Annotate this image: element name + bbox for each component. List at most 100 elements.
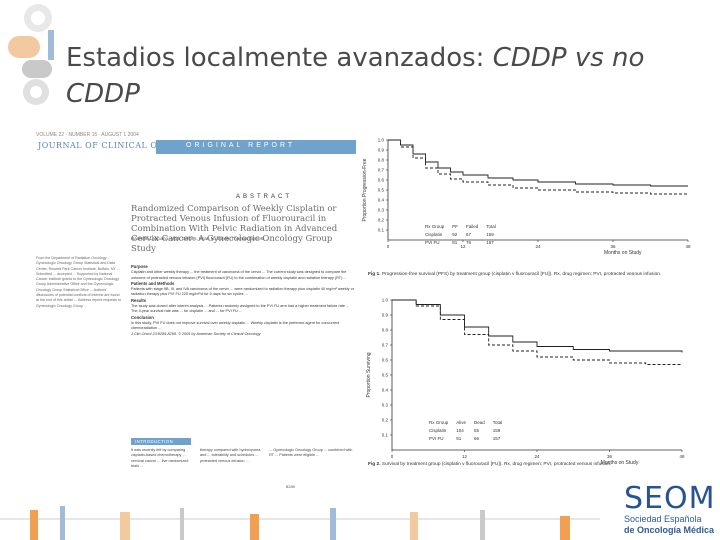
legend-row: PVI FU 81 76 157: [422, 240, 499, 246]
series-line-pvi-fu: [392, 299, 682, 365]
y-tick-label: 0.1: [382, 433, 389, 438]
legend-cell: 157: [492, 436, 501, 441]
series-line-cisplatin: [388, 139, 688, 187]
paper-scan: VOLUME 22 · NUMBER 15 · AUGUST 1 2004 JO…: [36, 132, 356, 540]
x-tick-label: 24: [535, 244, 541, 249]
y-tick-label: 0.3: [382, 403, 389, 408]
fig2-caption: Fig 2. Survival by treatment group (cisp…: [368, 462, 710, 469]
article-title: Randomized Comparison of Weekly Cisplati…: [131, 204, 338, 254]
legend-cell: 104: [456, 428, 464, 433]
legend-cell: PVI FU: [425, 240, 440, 245]
figure-area: 0.1 0.2 0.3 0.4 0.5 0.6 0.7 0.8 0.9 1.0 0 12 24 36 48 M…: [358, 132, 720, 540]
legend-cell: Cisplatin: [425, 232, 443, 237]
intro-band: [131, 438, 191, 445]
x-tick-label: 12: [462, 454, 468, 459]
legend-header: Rx Group: [425, 224, 445, 229]
legend-cell: Cisplatin: [429, 428, 447, 433]
legend-header: Total: [492, 420, 503, 425]
citation: J Clin Oncol 23:8289-8295. © 2005 by Ame…: [131, 331, 261, 336]
y-axis-label: Proportion Progression-Free: [362, 158, 368, 221]
y-tick-label: 0.6: [382, 358, 389, 363]
fig1-caption-label: Fig 1.: [368, 272, 381, 277]
fig2-caption-label: Fig 2.: [368, 462, 381, 467]
legend-header: Rx Group: [429, 420, 449, 425]
legend-cell: 76: [466, 240, 472, 245]
y-tick-label: 0.4: [378, 198, 385, 203]
legend-cell: PVI FU: [429, 436, 444, 441]
y-axis-label: Proportion Surviving: [366, 352, 372, 397]
title-line2: CDDP: [66, 79, 140, 109]
y-tick-label: 0.2: [382, 418, 389, 423]
body-column-1: It was recently felt by comparing cispla…: [131, 448, 189, 469]
legend-row: Cisplatin 104 55 159: [426, 428, 505, 434]
x-tick-label: 48: [679, 454, 685, 459]
fig2-legend: Rx Group Alive Dead Total Cisplatin 104 55 159 P…: [424, 418, 507, 444]
legend-cell: 91: [456, 436, 462, 441]
fig1-legend: Rx Group PF Failed Total Cisplatin 92 67 159 PVI…: [420, 222, 501, 248]
x-axis-label: Months on Study: [601, 460, 639, 466]
side-notes: From the Department of Radiation Oncolog…: [36, 256, 122, 308]
paper-header-line: VOLUME 22 · NUMBER 15 · AUGUST 1 2004: [36, 132, 139, 138]
title-text: Estadios localmente avanzados:: [66, 43, 493, 73]
journal-name: JOURNAL OF CLINICAL ONCOLOGY: [38, 141, 204, 150]
seom-logo-line1: Sociedad Española: [624, 514, 702, 524]
intro-label: INTRODUCTION: [135, 439, 174, 444]
legend-cell: 81: [452, 240, 458, 245]
fig2-caption-text: Survival by treatment group (cisplatin v…: [381, 462, 612, 467]
y-tick-label: 1.0: [378, 138, 385, 143]
y-tick-label: 0.6: [378, 178, 385, 183]
y-tick-label: 0.1: [378, 228, 385, 233]
y-tick-label: 0.2: [378, 218, 385, 223]
body-column-2: therapy compared with hydroxyurea and ..…: [200, 448, 261, 463]
legend-cell: 67: [466, 232, 472, 237]
results-text: The study was closed after interim analy…: [131, 304, 350, 314]
legend-header: Dead: [474, 420, 485, 425]
legend-cell: 157: [486, 240, 494, 245]
conclusion-text: In this study, PVI FU does not improve s…: [131, 320, 340, 331]
article-authors: Rachelle Lanciano, Mark Calkins, Brian N…: [131, 236, 270, 241]
legend-cell: 55: [474, 428, 480, 433]
legend-header: PF: [452, 224, 459, 229]
y-tick-label: 1.0: [382, 298, 389, 303]
legend-header: Total: [486, 224, 496, 229]
x-tick-label: 48: [685, 244, 691, 249]
x-axis-label: Months on Study: [604, 250, 642, 256]
y-tick-label: 0.9: [382, 313, 389, 318]
legend-cell: 92: [452, 232, 458, 237]
y-tick-label: 0.5: [382, 373, 389, 378]
patients-label: Patients and Methods: [131, 280, 175, 286]
report-band: [156, 140, 356, 154]
fig1-chart: 0.1 0.2 0.3 0.4 0.5 0.6 0.7 0.8 0.9 1.0 0 12 24 36 48 M…: [362, 138, 691, 257]
conclusion-label: Conclusion: [131, 314, 154, 320]
slide-title: Estadios localmente avanzados: CDDP vs n…: [66, 40, 706, 112]
legend-row: PVI FU 91 66 157: [426, 436, 505, 442]
x-tick-label: 12: [460, 244, 466, 249]
y-tick-label: 0.3: [378, 208, 385, 213]
report-type: ORIGINAL REPORT: [186, 142, 296, 149]
abstract-label: ABSTRACT: [236, 194, 293, 200]
x-tick-label: 36: [610, 244, 616, 249]
legend-cell: 159: [486, 232, 494, 237]
y-tick-label: 0.5: [378, 188, 385, 193]
purpose-label: Purpose: [131, 264, 148, 269]
y-tick-label: 0.8: [382, 328, 389, 333]
y-tick-label: 0.8: [378, 158, 385, 163]
page-number: 8289: [286, 484, 295, 489]
seom-logo: SEOM Sociedad Española de Oncología Médi…: [624, 484, 720, 536]
title-italic: CDDP vs no: [492, 43, 645, 73]
legend-cell: 159: [492, 428, 501, 433]
x-tick-label: 24: [534, 454, 540, 459]
x-tick-label: 0: [387, 244, 390, 249]
fig1-caption: Fig 1. Progression-free survival (PFS) b…: [368, 272, 710, 279]
body-column-3: ... Gynecologic Oncology Group ... combi…: [269, 448, 353, 458]
fig1-caption-text: Progression-free survival (PFS) by treat…: [381, 272, 662, 277]
results-label: Results: [131, 297, 147, 303]
corner-decoration: [8, 4, 54, 105]
abstract-body: Purpose Cisplatin and other weekly thera…: [131, 264, 356, 337]
y-tick-label: 0.7: [378, 168, 385, 173]
x-tick-label: 36: [607, 454, 613, 459]
x-tick-label: 0: [391, 454, 394, 459]
legend-row: Cisplatin 92 67 159: [422, 232, 499, 238]
purpose-text: Cisplatin and other weekly therapy ... t…: [131, 270, 347, 280]
seom-logo-word: SEOM: [624, 481, 716, 516]
